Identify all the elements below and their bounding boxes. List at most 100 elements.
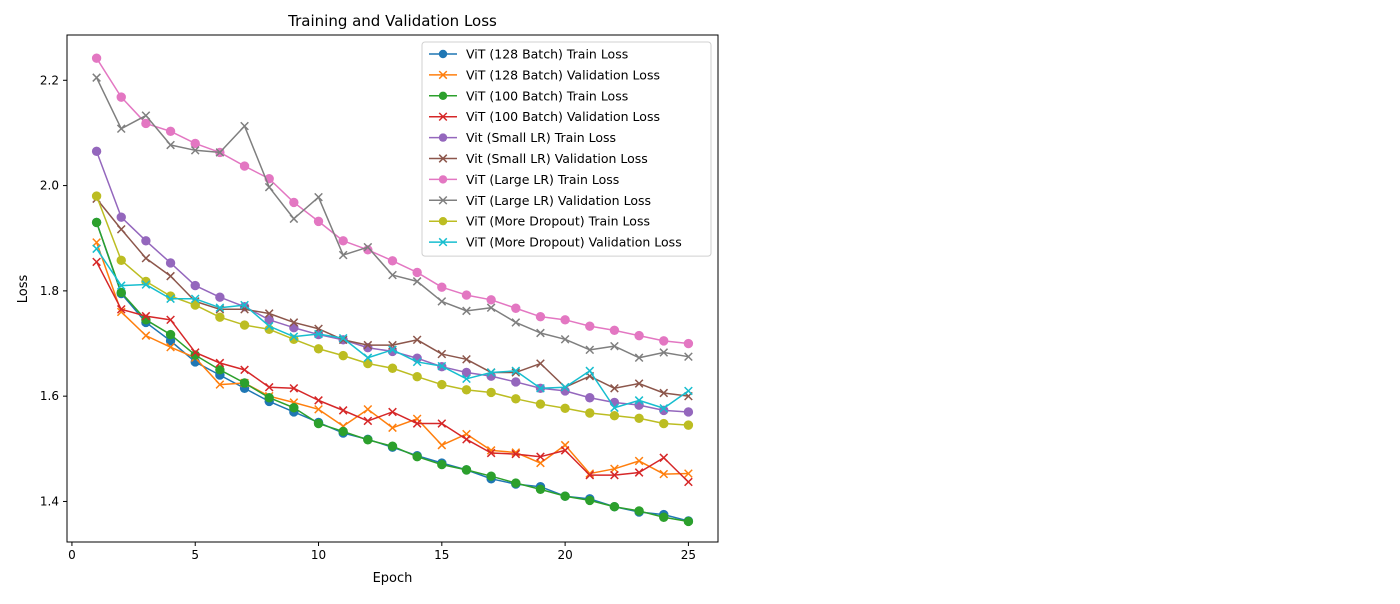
data-point xyxy=(412,267,422,278)
data-point xyxy=(659,403,669,413)
data-point xyxy=(585,469,595,478)
x-tick-label: 5 xyxy=(191,548,199,562)
data-point xyxy=(437,297,447,306)
data-point xyxy=(536,452,545,462)
data-point xyxy=(610,341,619,351)
data-point xyxy=(289,318,299,327)
data-point xyxy=(585,495,595,506)
data-point xyxy=(116,92,126,102)
data-point xyxy=(634,353,644,363)
data-point xyxy=(462,435,471,444)
data-point xyxy=(313,418,324,429)
legend-marker xyxy=(438,91,448,101)
x-axis-label: Epoch xyxy=(373,571,413,586)
data-point xyxy=(239,161,250,171)
data-point xyxy=(535,311,546,322)
data-point xyxy=(314,396,323,405)
data-point xyxy=(486,448,496,458)
data-point xyxy=(338,236,348,246)
data-point xyxy=(536,359,545,368)
data-point xyxy=(166,140,175,150)
data-point xyxy=(314,192,323,202)
data-point xyxy=(116,212,126,222)
legend-label: ViT (128 Batch) Train Loss xyxy=(466,47,628,62)
data-point xyxy=(585,345,595,355)
series-8 xyxy=(91,191,694,430)
data-point xyxy=(141,253,151,263)
x-tick-label: 25 xyxy=(681,548,696,562)
data-point xyxy=(363,416,373,426)
data-point xyxy=(535,399,546,409)
data-point xyxy=(437,349,447,359)
x-tick-label: 15 xyxy=(434,548,449,562)
data-point xyxy=(338,426,348,437)
data-point xyxy=(486,471,496,481)
data-point xyxy=(141,111,151,120)
data-point xyxy=(560,403,570,413)
data-point xyxy=(610,470,619,480)
y-tick-label: 2.2 xyxy=(40,73,59,87)
data-point xyxy=(388,345,397,355)
data-point xyxy=(659,388,669,398)
legend-item: Vit (Small LR) Validation Loss xyxy=(429,151,648,166)
data-point xyxy=(190,145,200,155)
data-point xyxy=(536,328,545,338)
data-point xyxy=(461,367,472,378)
data-point xyxy=(141,236,151,246)
legend-item: Vit (Small LR) Train Loss xyxy=(429,130,616,145)
data-point xyxy=(437,440,447,450)
data-point xyxy=(289,334,299,345)
data-point xyxy=(116,304,126,314)
data-point xyxy=(610,464,619,474)
data-point xyxy=(264,321,274,331)
data-point xyxy=(141,118,151,129)
legend-marker xyxy=(438,112,448,122)
data-point xyxy=(609,410,620,421)
data-point xyxy=(92,73,101,82)
legend-marker xyxy=(438,49,448,59)
y-tick-label: 1.4 xyxy=(40,494,59,508)
data-point xyxy=(609,325,620,336)
plot-area xyxy=(91,53,694,527)
legend-marker xyxy=(438,237,448,247)
data-point xyxy=(313,344,324,354)
data-point xyxy=(684,352,693,362)
data-point xyxy=(462,354,471,364)
data-point xyxy=(536,458,545,468)
data-point xyxy=(511,377,521,387)
data-point xyxy=(338,333,348,343)
data-point xyxy=(659,348,669,357)
data-point xyxy=(289,197,299,208)
data-point xyxy=(289,403,299,413)
data-point xyxy=(215,312,225,322)
data-point xyxy=(363,353,373,363)
data-point xyxy=(585,408,595,418)
data-point xyxy=(684,477,693,487)
legend-item: ViT (100 Batch) Validation Loss xyxy=(429,109,660,124)
data-point xyxy=(511,318,521,327)
data-point xyxy=(585,321,595,331)
data-point xyxy=(264,315,274,325)
data-point xyxy=(437,459,447,470)
data-point xyxy=(141,311,151,321)
data-point xyxy=(116,281,126,290)
data-point xyxy=(289,214,299,224)
data-point xyxy=(659,336,669,346)
data-point xyxy=(461,385,472,395)
legend-marker xyxy=(438,195,448,205)
data-point xyxy=(363,435,373,445)
legend-marker xyxy=(438,70,448,80)
data-point xyxy=(461,290,472,300)
data-point xyxy=(92,244,101,254)
data-point xyxy=(634,413,644,423)
legend-label: ViT (Large LR) Train Loss xyxy=(466,172,619,187)
legend-item: ViT (More Dropout) Train Loss xyxy=(429,214,650,229)
data-point xyxy=(116,224,126,234)
axes-frame xyxy=(66,34,719,543)
legend-label: ViT (128 Batch) Validation Loss xyxy=(466,67,660,82)
data-point xyxy=(215,358,225,368)
legend-label: Vit (Small LR) Validation Loss xyxy=(466,151,648,166)
data-point xyxy=(462,306,471,316)
data-point xyxy=(215,292,225,302)
